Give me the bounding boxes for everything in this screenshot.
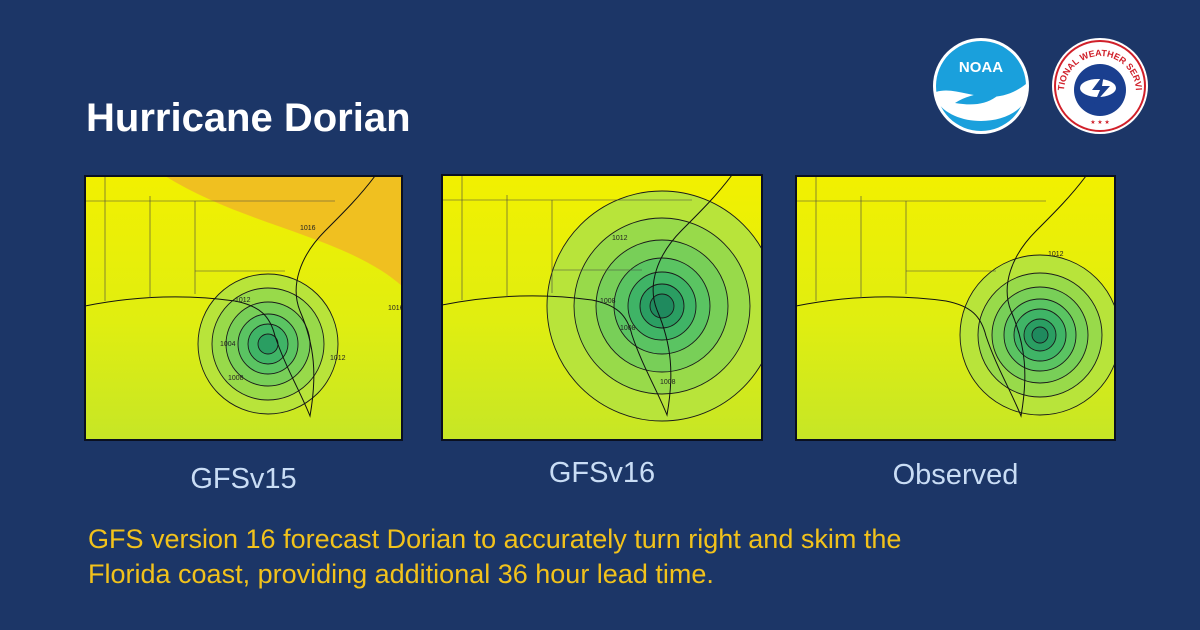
high-pressure-area bbox=[165, 176, 402, 286]
contour-label: 1004 bbox=[220, 341, 236, 348]
state-lines bbox=[442, 175, 692, 300]
title: Hurricane Dorian bbox=[86, 96, 411, 140]
svg-text:★ ★ ★: ★ ★ ★ bbox=[1090, 119, 1109, 126]
map-panel: 1016 1012 1004 1008 1012 1016 bbox=[85, 176, 404, 440]
pressure-contour bbox=[1031, 326, 1049, 344]
map-frame bbox=[441, 174, 763, 441]
coastline bbox=[85, 176, 376, 418]
contour-label: 1008 bbox=[600, 298, 616, 305]
contour-label: 1008 bbox=[228, 375, 244, 382]
pressure-contour bbox=[649, 293, 675, 319]
map-panel: 1012 1008 1008 1008 bbox=[442, 175, 762, 440]
contour-label: 1016 bbox=[300, 225, 316, 232]
contour-label: 1008 bbox=[620, 325, 636, 332]
map-frame bbox=[795, 175, 1116, 441]
panel-label: GFSv15 bbox=[190, 463, 296, 495]
contour-label: 1012 bbox=[235, 297, 251, 304]
coastline bbox=[442, 175, 733, 417]
panels: 101610121004100810121016GFSv151012100810… bbox=[84, 174, 1116, 495]
noaa-logo: NOAA bbox=[933, 38, 1029, 134]
noaa-text: NOAA bbox=[959, 59, 1003, 76]
contour-label: 1012 bbox=[330, 355, 346, 362]
contour-label: 1012 bbox=[1048, 251, 1064, 258]
panel-label: Observed bbox=[893, 459, 1019, 491]
contour-label: 1012 bbox=[612, 235, 628, 242]
state-lines bbox=[796, 176, 1046, 301]
caption-line: GFS version 16 forecast Dorian to accura… bbox=[88, 524, 901, 554]
map-frame bbox=[84, 175, 403, 441]
coastline bbox=[796, 176, 1087, 418]
panel-label: GFSv16 bbox=[549, 457, 655, 489]
state-lines bbox=[85, 176, 335, 301]
caption-line: Florida coast, providing additional 36 h… bbox=[88, 559, 714, 589]
contour-label: 1016 bbox=[388, 305, 404, 312]
map-panel: 1012 bbox=[796, 176, 1115, 440]
contour-label: 1008 bbox=[660, 379, 676, 386]
